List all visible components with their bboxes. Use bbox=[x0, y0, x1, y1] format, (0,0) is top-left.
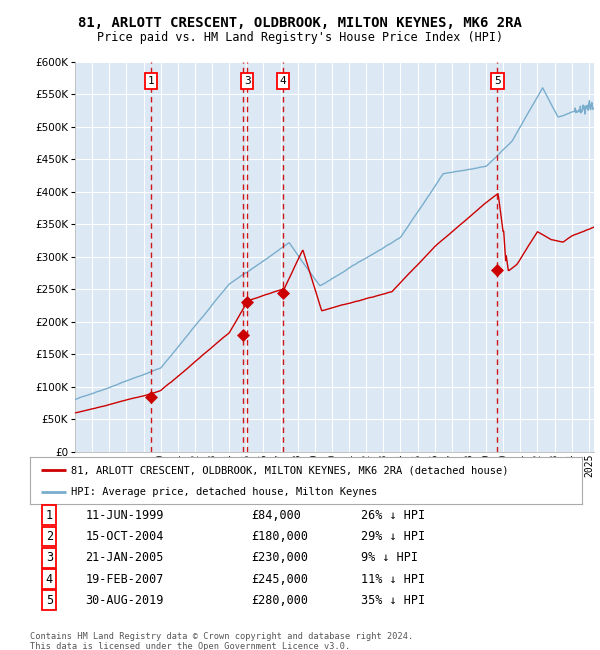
Text: £84,000: £84,000 bbox=[251, 509, 301, 522]
Text: 1: 1 bbox=[148, 76, 154, 86]
Text: 15-OCT-2004: 15-OCT-2004 bbox=[85, 530, 164, 543]
Text: £280,000: £280,000 bbox=[251, 594, 308, 607]
Text: 1: 1 bbox=[46, 509, 53, 522]
Text: 5: 5 bbox=[46, 594, 53, 607]
Text: £180,000: £180,000 bbox=[251, 530, 308, 543]
Text: 21-JAN-2005: 21-JAN-2005 bbox=[85, 551, 164, 564]
Text: HPI: Average price, detached house, Milton Keynes: HPI: Average price, detached house, Milt… bbox=[71, 487, 377, 497]
Text: 11-JUN-1999: 11-JUN-1999 bbox=[85, 509, 164, 522]
Text: 81, ARLOTT CRESCENT, OLDBROOK, MILTON KEYNES, MK6 2RA: 81, ARLOTT CRESCENT, OLDBROOK, MILTON KE… bbox=[78, 16, 522, 31]
Text: 9% ↓ HPI: 9% ↓ HPI bbox=[361, 551, 418, 564]
Text: 3: 3 bbox=[244, 76, 251, 86]
Text: 3: 3 bbox=[46, 551, 53, 564]
Text: Contains HM Land Registry data © Crown copyright and database right 2024.
This d: Contains HM Land Registry data © Crown c… bbox=[30, 632, 413, 650]
Text: 30-AUG-2019: 30-AUG-2019 bbox=[85, 594, 164, 607]
Text: 29% ↓ HPI: 29% ↓ HPI bbox=[361, 530, 425, 543]
Text: 81, ARLOTT CRESCENT, OLDBROOK, MILTON KEYNES, MK6 2RA (detached house): 81, ARLOTT CRESCENT, OLDBROOK, MILTON KE… bbox=[71, 465, 509, 475]
Text: 2: 2 bbox=[46, 530, 53, 543]
Text: 19-FEB-2007: 19-FEB-2007 bbox=[85, 573, 164, 586]
Text: £245,000: £245,000 bbox=[251, 573, 308, 586]
Text: 5: 5 bbox=[494, 76, 501, 86]
Text: 4: 4 bbox=[280, 76, 286, 86]
Text: Price paid vs. HM Land Registry's House Price Index (HPI): Price paid vs. HM Land Registry's House … bbox=[97, 31, 503, 44]
Text: 26% ↓ HPI: 26% ↓ HPI bbox=[361, 509, 425, 522]
Text: £230,000: £230,000 bbox=[251, 551, 308, 564]
Text: 4: 4 bbox=[46, 573, 53, 586]
Text: 35% ↓ HPI: 35% ↓ HPI bbox=[361, 594, 425, 607]
Text: 11% ↓ HPI: 11% ↓ HPI bbox=[361, 573, 425, 586]
